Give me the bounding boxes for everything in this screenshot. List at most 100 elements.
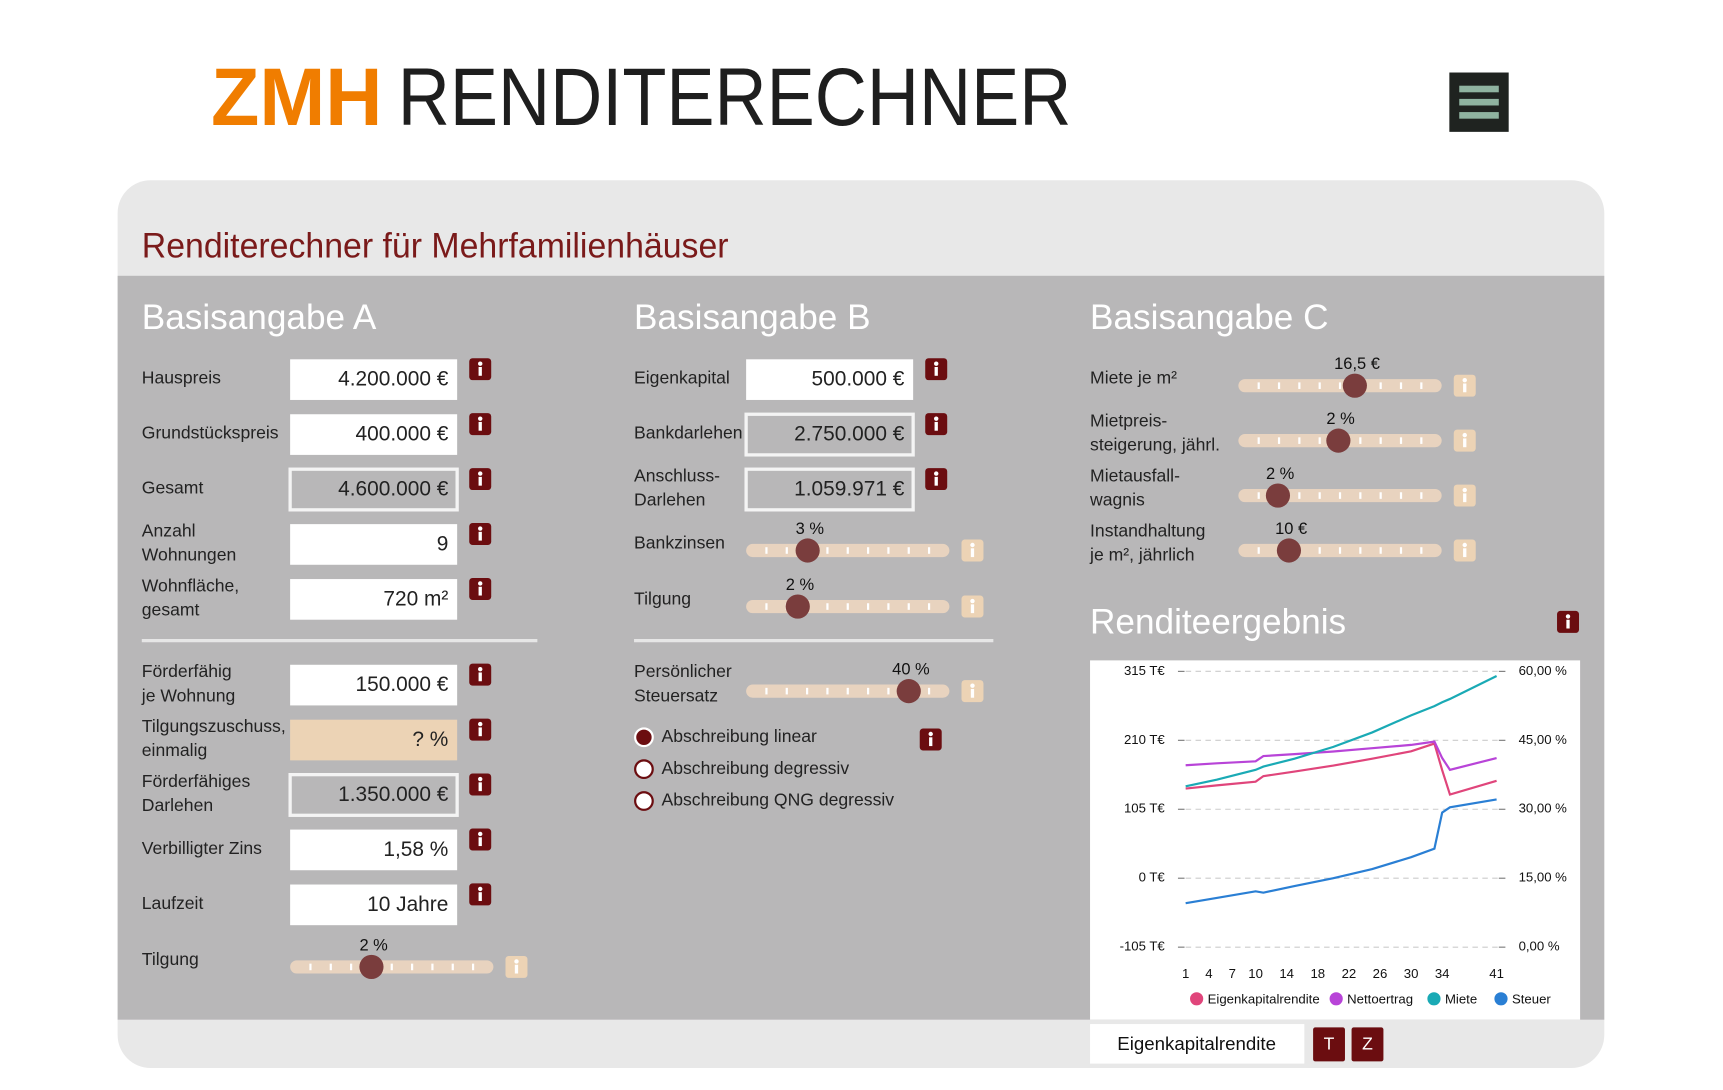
info-stem[interactable] [970,604,975,614]
input-box[interactable] [290,829,458,871]
slider-tick [1420,492,1423,499]
info-dot[interactable] [1462,432,1467,438]
selector-box[interactable] [1090,1024,1305,1064]
toggle-label[interactable]: T [1324,1034,1335,1054]
info-stem[interactable] [478,727,482,737]
info-dot[interactable] [1462,542,1467,548]
info-dot[interactable] [970,542,975,548]
info-stem[interactable] [934,421,938,431]
info-stem[interactable] [934,476,938,486]
slider-tick [1379,382,1382,389]
radio[interactable] [634,727,654,748]
info-dot[interactable] [1462,487,1467,493]
menu-bar[interactable] [1459,112,1499,119]
menu-button[interactable] [1449,72,1509,132]
info-stem[interactable] [478,421,482,431]
info-stem[interactable] [478,837,482,847]
info-dot[interactable] [478,526,483,531]
info-dot[interactable] [934,416,939,421]
slider-tick [1399,437,1403,444]
info-dot[interactable] [928,731,933,737]
slider-tick [1298,382,1301,389]
input-box[interactable] [290,524,458,565]
info-stem[interactable] [478,672,482,682]
field-label: gesamt [142,600,200,620]
toggle-button[interactable] [1351,1027,1384,1062]
info-stem[interactable] [478,782,482,792]
input-box[interactable] [290,579,458,620]
toggle-label[interactable]: Z [1362,1034,1373,1054]
slider-tick [410,963,414,971]
info-stem[interactable] [970,688,975,698]
field-label: Tilgung [142,949,199,969]
info-stem[interactable] [1566,619,1570,629]
toggle-button[interactable] [1313,1027,1345,1062]
slider-knob[interactable] [785,594,810,619]
info-dot[interactable] [1462,377,1467,383]
info-dot[interactable] [478,721,483,727]
info-dot[interactable] [478,831,483,837]
slider-tick [309,963,312,971]
info-dot[interactable] [1565,614,1571,619]
input-value: 1.350.000 € [338,783,449,806]
info-stem[interactable] [934,366,938,376]
radio[interactable] [634,791,654,811]
info-dot[interactable] [478,776,483,782]
field-label: je Wohnung [141,685,236,705]
slider-value: 3 % [796,520,825,538]
slider-knob[interactable] [1265,483,1291,508]
info-dot[interactable] [970,683,975,688]
info-dot[interactable] [970,598,975,604]
slider-knob[interactable] [1342,373,1367,398]
info-dot[interactable] [934,471,939,476]
info-stem[interactable] [478,476,482,486]
brand: ZMH [211,52,382,143]
info-stem[interactable] [1463,493,1467,503]
slider-knob[interactable] [795,538,820,563]
info-stem[interactable] [478,892,482,902]
info-stem[interactable] [929,737,933,747]
input-box[interactable] [290,884,458,926]
input-value: 150.000 € [356,673,449,696]
info-stem[interactable] [970,548,975,558]
menu-bar[interactable] [1459,98,1499,106]
slider-knob[interactable] [1276,538,1302,563]
info-stem[interactable] [478,586,482,596]
input-box [744,467,915,512]
info-dot[interactable] [478,471,483,476]
slider-knob[interactable] [896,679,921,704]
selector-label[interactable]: Eigenkapitalrendite [1117,1033,1276,1054]
slider-knob[interactable] [1326,428,1351,453]
info-stem[interactable] [1463,548,1467,558]
slider-tick [765,603,768,610]
info-dot[interactable] [478,416,483,421]
x-tick-label: 41 [1489,966,1504,981]
y2-tick-label: 15,00 % [1519,870,1568,885]
info-dot[interactable] [478,886,483,892]
info-stem[interactable] [1463,383,1467,393]
radio-label: Abschreibung degressiv [662,758,850,778]
info-dot[interactable] [478,361,483,366]
radio[interactable] [634,759,654,780]
input-box[interactable] [290,414,458,455]
input-box [288,772,459,817]
input-box[interactable] [290,359,458,400]
info-dot[interactable] [934,361,939,366]
input-box[interactable] [746,359,914,400]
menu-bar[interactable] [1459,85,1499,93]
info-stem[interactable] [1463,438,1467,448]
info-stem[interactable] [514,964,519,974]
info-dot[interactable] [514,959,519,964]
slider-knob[interactable] [359,954,384,980]
input-box[interactable] [290,664,458,706]
slider-tick [1399,382,1403,389]
input-box [744,412,915,457]
info-dot[interactable] [478,666,483,672]
slider-tick [1379,437,1382,444]
slider-tick [350,963,353,971]
info-stem[interactable] [478,366,482,376]
slider-tick [785,687,788,695]
info-stem[interactable] [478,531,482,541]
input-box[interactable] [290,719,458,761]
info-dot[interactable] [478,581,483,586]
